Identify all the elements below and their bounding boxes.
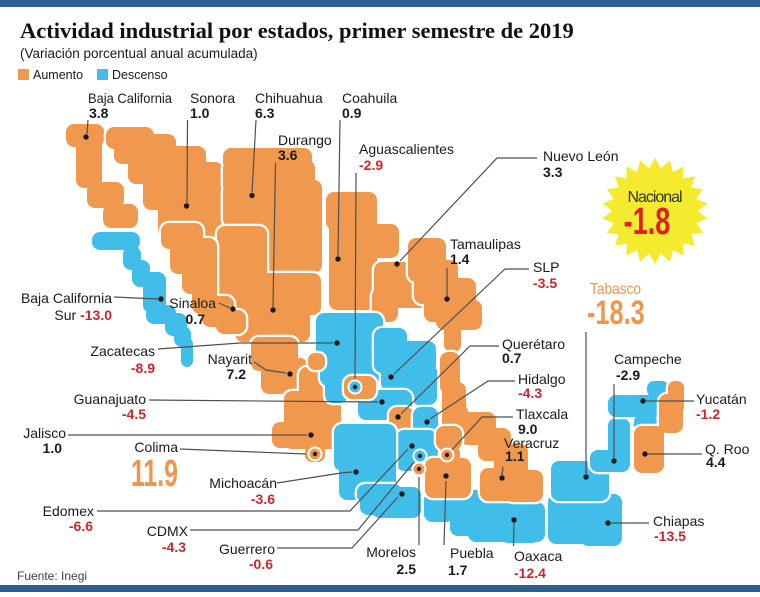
svg-text:Durango: Durango [278,132,332,148]
svg-text:Descenso: Descenso [112,68,168,82]
svg-text:0.7: 0.7 [186,311,206,327]
svg-text:Querétaro: Querétaro [502,336,565,352]
svg-text:Coahuila: Coahuila [342,90,397,106]
svg-text:Jalisco: Jalisco [23,425,66,441]
svg-text:0.7: 0.7 [502,350,522,366]
svg-text:6.3: 6.3 [255,105,275,121]
svg-text:9.0: 9.0 [518,421,538,437]
svg-text:-4.3: -4.3 [518,385,542,401]
svg-text:Q. Roo: Q. Roo [705,441,750,457]
svg-text:2.5: 2.5 [397,561,417,577]
svg-text:Tabasco: Tabasco [590,281,641,298]
svg-text:-6.6: -6.6 [69,518,93,534]
svg-text:-3.6: -3.6 [251,491,275,507]
svg-text:Baja California: Baja California [88,90,172,106]
svg-text:3.3: 3.3 [543,164,563,180]
svg-text:7.2: 7.2 [227,366,247,382]
svg-text:4.4: 4.4 [706,454,726,470]
svg-text:1.1: 1.1 [505,448,525,464]
svg-text:Campeche: Campeche [614,351,682,367]
svg-text:Guanajuato: Guanajuato [74,391,147,407]
svg-text:Veracruz: Veracruz [504,435,559,451]
svg-text:SLP: SLP [533,259,559,275]
svg-text:Baja California: Baja California [21,290,112,306]
svg-text:3.8: 3.8 [89,105,109,121]
svg-text:Puebla: Puebla [450,545,494,561]
svg-text:Actividad industrial por estad: Actividad industrial por estados, primer… [20,18,574,43]
svg-text:Michoacán: Michoacán [209,475,277,491]
svg-text:Colima: Colima [134,439,178,455]
svg-text:-2.9: -2.9 [616,367,640,383]
svg-text:Nacional: Nacional [628,189,683,206]
svg-text:Fuente: Inegi: Fuente: Inegi [17,569,87,583]
svg-text:-3.5: -3.5 [533,275,557,291]
svg-text:Nuevo León: Nuevo León [543,148,619,164]
svg-text:CDMX: CDMX [147,523,189,539]
svg-text:1.7: 1.7 [448,562,468,578]
svg-text:Sinaloa: Sinaloa [169,295,216,311]
svg-text:-1.2: -1.2 [696,406,720,422]
svg-text:Sur -13.0: Sur -13.0 [54,307,112,323]
svg-text:1.0: 1.0 [43,440,63,456]
svg-text:Zacatecas: Zacatecas [90,343,155,359]
svg-text:Yucatán: Yucatán [696,391,747,407]
svg-text:1.4: 1.4 [450,251,470,267]
svg-text:Morelos: Morelos [366,544,416,560]
svg-text:Chihuahua: Chihuahua [255,90,323,106]
svg-text:Tamaulipas: Tamaulipas [450,236,521,252]
svg-text:Chiapas: Chiapas [653,513,704,529]
svg-text:-0.6: -0.6 [249,556,273,572]
svg-text:Sonora: Sonora [190,90,235,106]
svg-text:-8.9: -8.9 [131,360,155,376]
svg-text:-2.9: -2.9 [359,157,383,173]
svg-text:-4.3: -4.3 [162,539,186,555]
svg-text:Oaxaca: Oaxaca [514,548,562,564]
svg-text:-1.8: -1.8 [624,199,671,242]
svg-text:-12.4: -12.4 [514,565,546,581]
svg-text:(Variación porcentual anual ac: (Variación porcentual anual acumulada) [20,46,258,61]
svg-text:Guerrero: Guerrero [219,541,275,557]
svg-text:11.9: 11.9 [131,452,178,495]
svg-text:Nayarit: Nayarit [208,351,252,367]
svg-text:Aumento: Aumento [33,68,83,82]
svg-text:Hidalgo: Hidalgo [518,371,566,387]
svg-text:0.9: 0.9 [342,105,362,121]
svg-text:-18.3: -18.3 [587,295,645,332]
svg-text:-13.5: -13.5 [654,528,686,544]
svg-text:Tlaxcala: Tlaxcala [516,406,568,422]
svg-text:Edomex: Edomex [43,503,94,519]
svg-text:3.6: 3.6 [278,147,298,163]
svg-text:1.0: 1.0 [190,105,210,121]
svg-text:-4.5: -4.5 [122,406,146,422]
svg-text:Aguascalientes: Aguascalientes [359,141,454,157]
